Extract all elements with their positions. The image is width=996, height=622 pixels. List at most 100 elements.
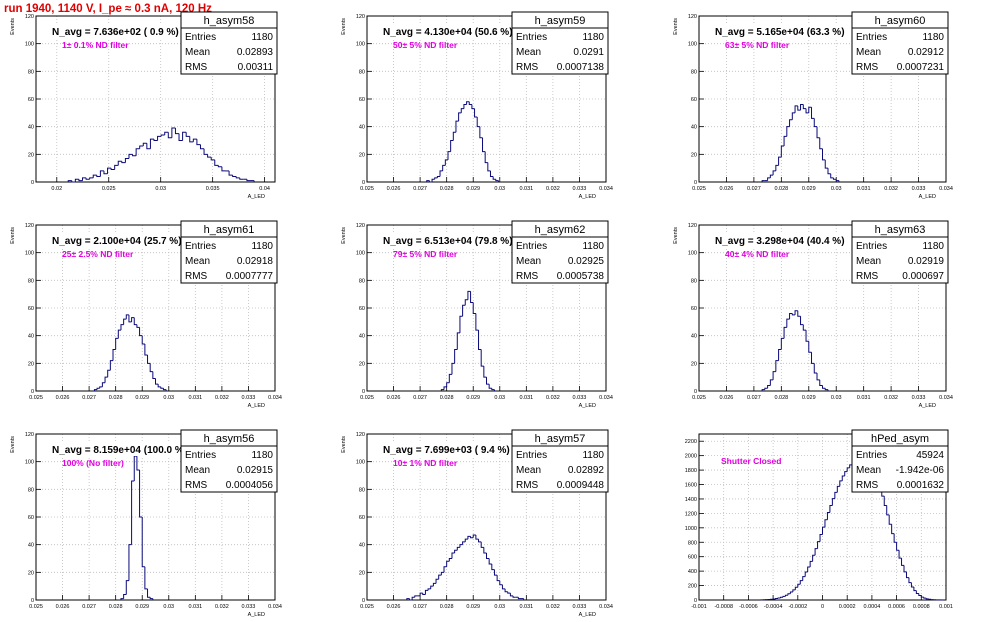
y-tick-label: 20 (28, 570, 34, 576)
x-tick-label: 0.025 (692, 186, 706, 192)
y-tick-label: 40 (359, 125, 365, 131)
x-tick-label: 0.031 (519, 395, 533, 401)
histogram-bin (778, 156, 782, 166)
x-tick-label: 0.031 (519, 604, 533, 610)
histogram-bin (816, 126, 820, 139)
histogram-bin (794, 105, 798, 113)
stats-value-entries: 1180 (582, 450, 604, 461)
x-axis-label: A_LED (248, 194, 265, 200)
x-tick-label: 0.029 (802, 186, 816, 192)
n-avg-label: N_avg = 4.130e+04 (50.6 %) (383, 27, 513, 38)
histogram-bin (470, 291, 474, 303)
stats-title: h_asym60 (875, 15, 926, 27)
y-tick-label: 20 (28, 152, 34, 158)
y-tick-label: 100 (25, 42, 34, 48)
histogram-bin (128, 314, 132, 323)
stats-value-mean: 0.02893 (237, 47, 274, 58)
y-tick-label: 400 (688, 569, 697, 575)
histogram-bin (139, 469, 143, 518)
stats-key: RMS (516, 62, 539, 73)
histogram-bin (813, 118, 818, 128)
stats-box (180, 11, 278, 75)
histogram-bin (432, 582, 437, 587)
annotation-label: 40± 4% ND filter (725, 249, 790, 259)
histogram-bin (822, 148, 826, 161)
stats-key: Mean (516, 256, 541, 267)
stats-value-rms: 0.0005738 (557, 271, 605, 282)
histogram-bin (480, 541, 484, 548)
stats-value-mean: 0.02915 (237, 465, 274, 476)
histogram-bin (824, 388, 828, 391)
histogram-bin (487, 162, 491, 172)
stats-key: Entries (185, 241, 216, 252)
histogram-bin (82, 177, 87, 181)
stats-value-rms: 0.0007777 (226, 271, 274, 282)
histogram-bin (814, 548, 818, 556)
histogram-bin (132, 154, 137, 157)
histogram-bin (826, 512, 830, 520)
histogram-bin (491, 564, 495, 571)
y-tick-label: 40 (691, 334, 697, 340)
annotation-label: 10± 1% ND filter (393, 458, 458, 468)
histogram-bin (214, 159, 219, 166)
histogram-bin (476, 116, 480, 128)
histogram-bin (239, 177, 244, 180)
y-tick-label: 100 (356, 460, 365, 466)
histogram-panel-h_asym57: 0.025 0.026 0.027 0.028 0.029 0.03 0.031 0.032 0… (341, 429, 613, 618)
histogram-bin (780, 145, 785, 158)
histogram-bin (141, 517, 145, 568)
histogram-bin (797, 105, 801, 111)
stats-value-rms: 0.0009448 (557, 480, 605, 491)
histogram-bin (794, 310, 798, 315)
y-axis-label: Events (341, 436, 347, 453)
histogram-bin (462, 541, 466, 545)
histogram-bin (761, 180, 765, 182)
y-axis-label: Events (10, 18, 16, 35)
histogram-bin (440, 571, 445, 576)
histogram-bin (475, 534, 479, 540)
stats-value-rms: 0.0007231 (897, 62, 945, 73)
histogram-bin (769, 174, 774, 178)
histogram-bin (139, 145, 144, 149)
x-tick-label: 0.031 (519, 186, 533, 192)
y-tick-label: 200 (688, 584, 697, 590)
x-tick-label: 0 (821, 604, 824, 610)
histogram-bin (829, 504, 833, 513)
histogram-bin (802, 104, 807, 110)
x-tick-label: 0.027 (82, 604, 96, 610)
x-tick-label: 0.029 (135, 604, 149, 610)
x-tick-label: 0.034 (939, 395, 953, 401)
x-tick-label: 0.034 (268, 604, 282, 610)
histogram-bin (831, 498, 835, 506)
x-tick-label: 0.034 (268, 395, 282, 401)
y-tick-label: 120 (356, 223, 365, 229)
histogram-bin (408, 598, 413, 601)
histogram-bin (189, 136, 194, 143)
x-tick-label: 0.032 (215, 604, 229, 610)
histogram-bin (824, 159, 828, 169)
histogram-bin (464, 299, 468, 306)
stats-value-entries: 1180 (922, 32, 944, 43)
stats-box (851, 11, 949, 75)
stats-title: h_asym58 (204, 15, 255, 27)
histogram-bin (898, 550, 902, 559)
x-tick-label: 0.033 (242, 604, 256, 610)
histogram-bin (149, 138, 155, 149)
histogram-bin (475, 313, 479, 331)
stats-value-rms: 0.00311 (238, 62, 274, 73)
histogram-bin (915, 590, 919, 595)
y-tick-label: 20 (691, 152, 697, 158)
x-tick-label: 0.026 (387, 395, 401, 401)
histogram-bin (133, 317, 137, 326)
stats-title: h_asym59 (535, 15, 586, 27)
histogram-bin (424, 589, 429, 595)
stats-box (851, 220, 949, 284)
header-box (711, 24, 889, 38)
x-tick-label: 0.025 (360, 395, 374, 401)
histogram-bin (797, 310, 801, 317)
y-tick-label: 100 (25, 251, 34, 257)
histogram-panel-h_asym61: 0.025 0.026 0.027 0.028 0.029 0.03 0.031 0.032 0… (10, 220, 282, 409)
histogram-bin (813, 363, 818, 374)
x-tick-label: 0.032 (884, 395, 898, 401)
